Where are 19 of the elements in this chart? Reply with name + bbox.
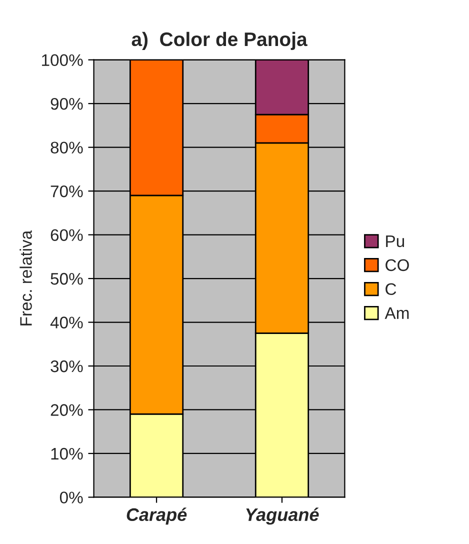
- y-tick-label: 70%: [50, 185, 83, 198]
- y-tick-label: 40%: [50, 316, 83, 328]
- y-tick-label: 60%: [50, 229, 83, 241]
- y-axis-title: Frec. relativa: [20, 230, 32, 326]
- y-tick-label: 50%: [50, 272, 83, 285]
- y-tick-label: 0%: [60, 492, 83, 504]
- y-tick-label: 100%: [42, 54, 83, 66]
- legend-label: Am: [384, 307, 409, 319]
- legend-label: CO: [386, 259, 409, 272]
- y-tick-label: 10%: [51, 448, 83, 460]
- legend-label: C: [386, 283, 396, 296]
- x-tick-label: Carapé: [126, 508, 187, 525]
- chart-title: a) Color de Panoja: [132, 32, 308, 50]
- legend-label: Pu: [386, 235, 404, 248]
- x-tick-label: Yaguané: [246, 508, 319, 525]
- y-tick-label: 30%: [50, 360, 83, 372]
- y-tick-label: 20%: [50, 404, 83, 416]
- y-tick-label: 80%: [50, 142, 83, 154]
- y-tick-label: 90%: [50, 98, 83, 110]
